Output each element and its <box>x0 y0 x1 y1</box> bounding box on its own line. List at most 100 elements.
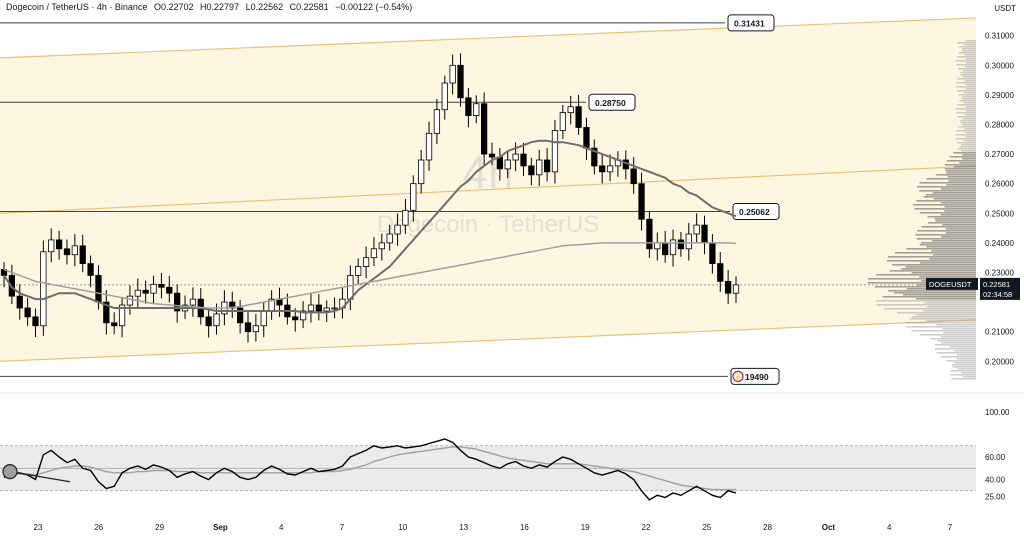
candle <box>158 272 165 299</box>
candle <box>402 199 409 234</box>
volume-profile-bar <box>897 312 976 314</box>
symbol-title[interactable]: Dogecoin / TetherUS · 4h · Binance <box>6 2 148 12</box>
volume-profile-bar <box>965 58 976 60</box>
volume-profile-bar <box>963 140 976 142</box>
volume-profile-bar <box>924 302 976 304</box>
volume-profile-bar <box>960 122 976 124</box>
volume-profile-bar <box>964 92 976 94</box>
volume-profile-bar <box>961 50 976 52</box>
time-axis-label: 7 <box>340 523 345 532</box>
volume-profile-bar <box>961 96 976 98</box>
candle-body <box>63 248 71 256</box>
candle <box>433 98 441 145</box>
candle <box>520 142 527 177</box>
candle-body <box>732 284 740 294</box>
time-axis-label: 13 <box>459 523 468 532</box>
candle-body <box>701 224 708 244</box>
volume-profile-bar <box>946 184 976 186</box>
volume-profile-bar <box>961 372 976 374</box>
candle-body <box>189 298 197 306</box>
candle <box>457 53 464 107</box>
symbol-header: Dogecoin / TetherUS · 4h · Binance O0.22… <box>6 2 416 12</box>
candle <box>685 222 692 261</box>
candle <box>481 92 488 166</box>
candle-body <box>512 153 519 161</box>
volume-profile-bar <box>934 218 976 220</box>
volume-profile-bar <box>929 258 976 260</box>
candle <box>630 157 637 194</box>
candle <box>189 287 197 317</box>
volume-profile-bar <box>945 170 976 172</box>
volume-profile-bar <box>965 106 976 108</box>
volume-profile-bar <box>940 188 976 190</box>
candle-body <box>111 322 118 327</box>
volume-profile-bar <box>965 84 976 86</box>
price-axis-tick: 0.23000 <box>985 268 1014 277</box>
volume-profile-bar <box>956 138 976 140</box>
candle <box>126 285 134 315</box>
candle-body <box>378 242 385 250</box>
candle <box>331 297 338 319</box>
candle <box>536 149 543 186</box>
time-axis-label: 26 <box>94 523 103 532</box>
candle <box>63 239 71 265</box>
volume-profile-bar <box>944 206 976 208</box>
volume-profile-bar <box>957 142 976 144</box>
candle <box>646 211 653 258</box>
volume-profile-bar <box>944 168 976 170</box>
candle-body <box>536 159 543 176</box>
candle <box>299 301 307 329</box>
price-axis-tick: 0.20000 <box>985 357 1014 366</box>
currency-label[interactable]: USDT <box>994 4 1016 13</box>
candle <box>386 224 393 251</box>
volume-profile-bar <box>961 158 976 160</box>
candle-body <box>559 112 566 131</box>
candle-body <box>543 159 551 173</box>
volume-profile-bar <box>949 156 976 158</box>
volume-profile-bar <box>901 268 976 270</box>
candle-body <box>331 307 338 310</box>
candle <box>473 95 480 124</box>
volume-profile-bar <box>945 228 976 230</box>
volume-profile-bar <box>963 44 976 46</box>
volume-profile-bar <box>950 370 976 372</box>
volume-profile-bar <box>919 262 976 264</box>
candle-body <box>496 156 503 170</box>
volume-profile-bar <box>914 208 976 210</box>
price-axis-tick: 0.25000 <box>985 209 1014 218</box>
volume-profile-bar <box>960 72 976 74</box>
candle <box>575 94 582 135</box>
price-axis-tick: 0.31000 <box>985 32 1014 41</box>
candle <box>174 284 181 323</box>
price-level-box <box>732 202 780 220</box>
volume-profile-bar <box>887 290 976 292</box>
rsi-line <box>3 438 737 501</box>
candle-body <box>87 263 94 276</box>
volume-profile-bar <box>961 98 976 100</box>
volume-profile-bar <box>952 366 976 368</box>
candle <box>307 293 315 323</box>
ohlc-change: −0.00122 (−0.54%) <box>335 2 413 12</box>
volume-profile-bar <box>962 154 976 156</box>
candle-body <box>150 283 157 294</box>
volume-profile-bar <box>936 324 976 326</box>
time-axis: 23 26 29 Sep 4 7 10 13 16 19 22 25 28 Oct 4 7 <box>34 523 953 532</box>
candle-body <box>433 109 441 134</box>
volume-profile-bar <box>916 238 976 240</box>
candle-body <box>134 289 141 297</box>
volume-profile-bar <box>927 216 976 218</box>
candle-body <box>166 286 173 294</box>
price-axis-tick: 0.21000 <box>985 328 1014 337</box>
channel-middle-line <box>0 165 977 214</box>
volume-profile-bar <box>958 94 976 96</box>
time-axis-label: Oct <box>822 523 836 532</box>
volume-profile-bar <box>965 132 976 134</box>
candle-body <box>606 165 614 173</box>
candle <box>559 104 566 139</box>
price-level-box <box>588 93 636 111</box>
candle <box>16 284 23 320</box>
volume-profile-bar <box>911 330 976 332</box>
